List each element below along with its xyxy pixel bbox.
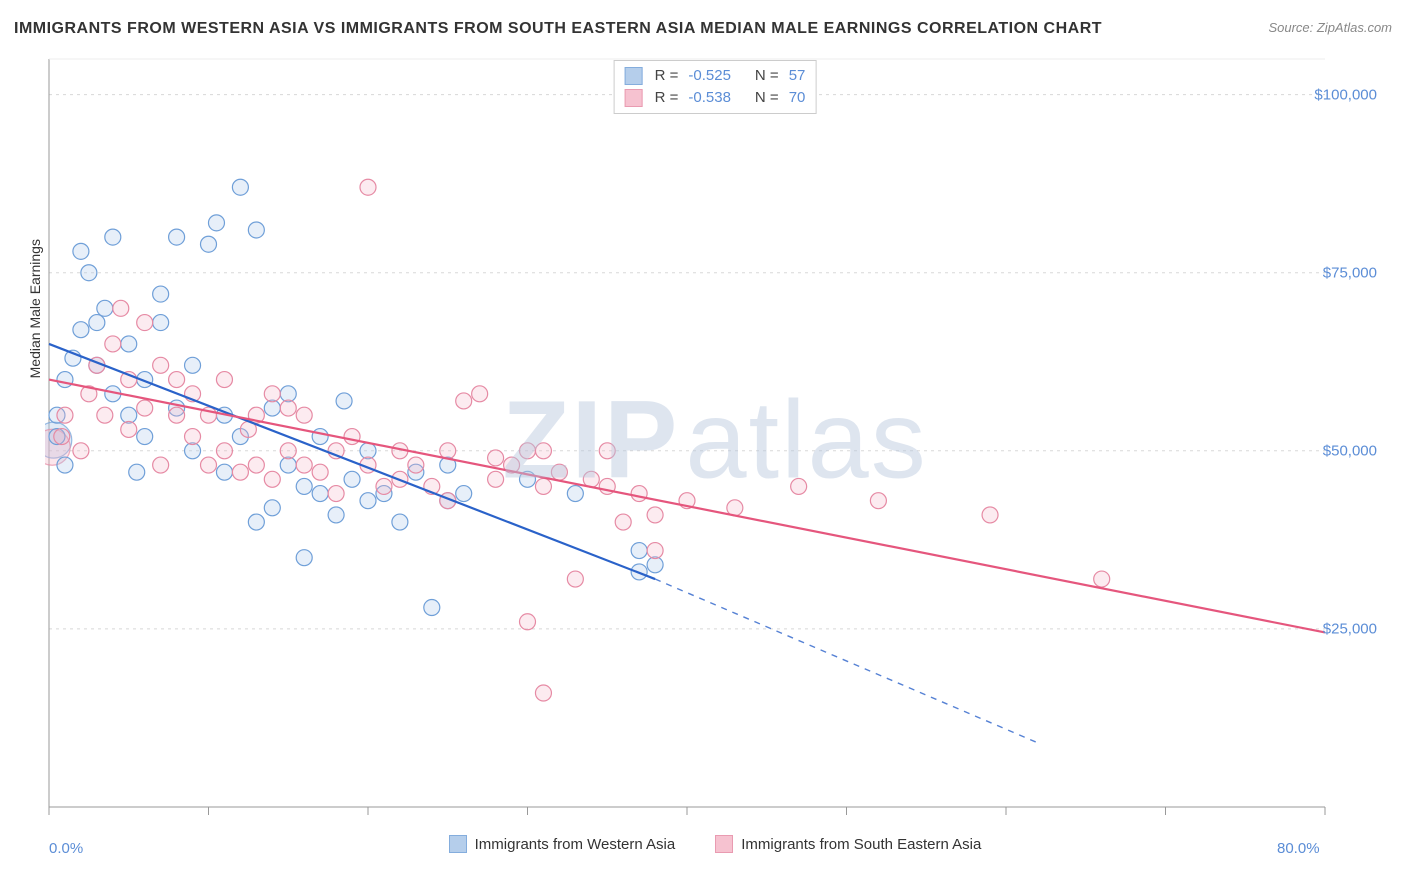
legend-item-western-asia: Immigrants from Western Asia <box>449 835 676 853</box>
r-label: R = <box>655 87 679 109</box>
legend-swatch-icon <box>625 89 643 107</box>
stats-legend: R = -0.525 N = 57 R = -0.538 N = 70 <box>614 60 817 114</box>
n-label: N = <box>755 65 779 87</box>
legend-swatch-icon <box>625 67 643 85</box>
r-label: R = <box>655 65 679 87</box>
n-label: N = <box>755 87 779 109</box>
source-attribution: Source: ZipAtlas.com <box>1268 20 1392 35</box>
y-tick-label: $50,000 <box>1323 442 1377 459</box>
r-value: -0.525 <box>688 65 731 87</box>
legend-swatch-icon <box>449 835 467 853</box>
legend-swatch-icon <box>715 835 733 853</box>
legend-label: Immigrants from Western Asia <box>475 836 676 853</box>
scatter-plot <box>45 55 1385 825</box>
y-axis-label: Median Male Earnings <box>27 239 43 378</box>
stats-row-series-2: R = -0.538 N = 70 <box>625 87 806 109</box>
r-value: -0.538 <box>688 87 731 109</box>
y-tick-label: $25,000 <box>1323 620 1377 637</box>
chart-area: Median Male Earnings ZIPatlas R = -0.525… <box>45 55 1385 825</box>
x-tick-max-label: 80.0% <box>1277 840 1320 857</box>
y-tick-label: $75,000 <box>1323 264 1377 281</box>
n-value: 57 <box>789 65 806 87</box>
x-tick-min-label: 0.0% <box>49 840 83 857</box>
y-tick-label: $100,000 <box>1314 86 1377 103</box>
n-value: 70 <box>789 87 806 109</box>
legend-item-south-eastern-asia: Immigrants from South Eastern Asia <box>715 835 981 853</box>
chart-title: IMMIGRANTS FROM WESTERN ASIA VS IMMIGRAN… <box>14 20 1102 38</box>
legend-label: Immigrants from South Eastern Asia <box>741 836 981 853</box>
stats-row-series-1: R = -0.525 N = 57 <box>625 65 806 87</box>
bottom-legend: Immigrants from Western Asia Immigrants … <box>45 835 1385 853</box>
